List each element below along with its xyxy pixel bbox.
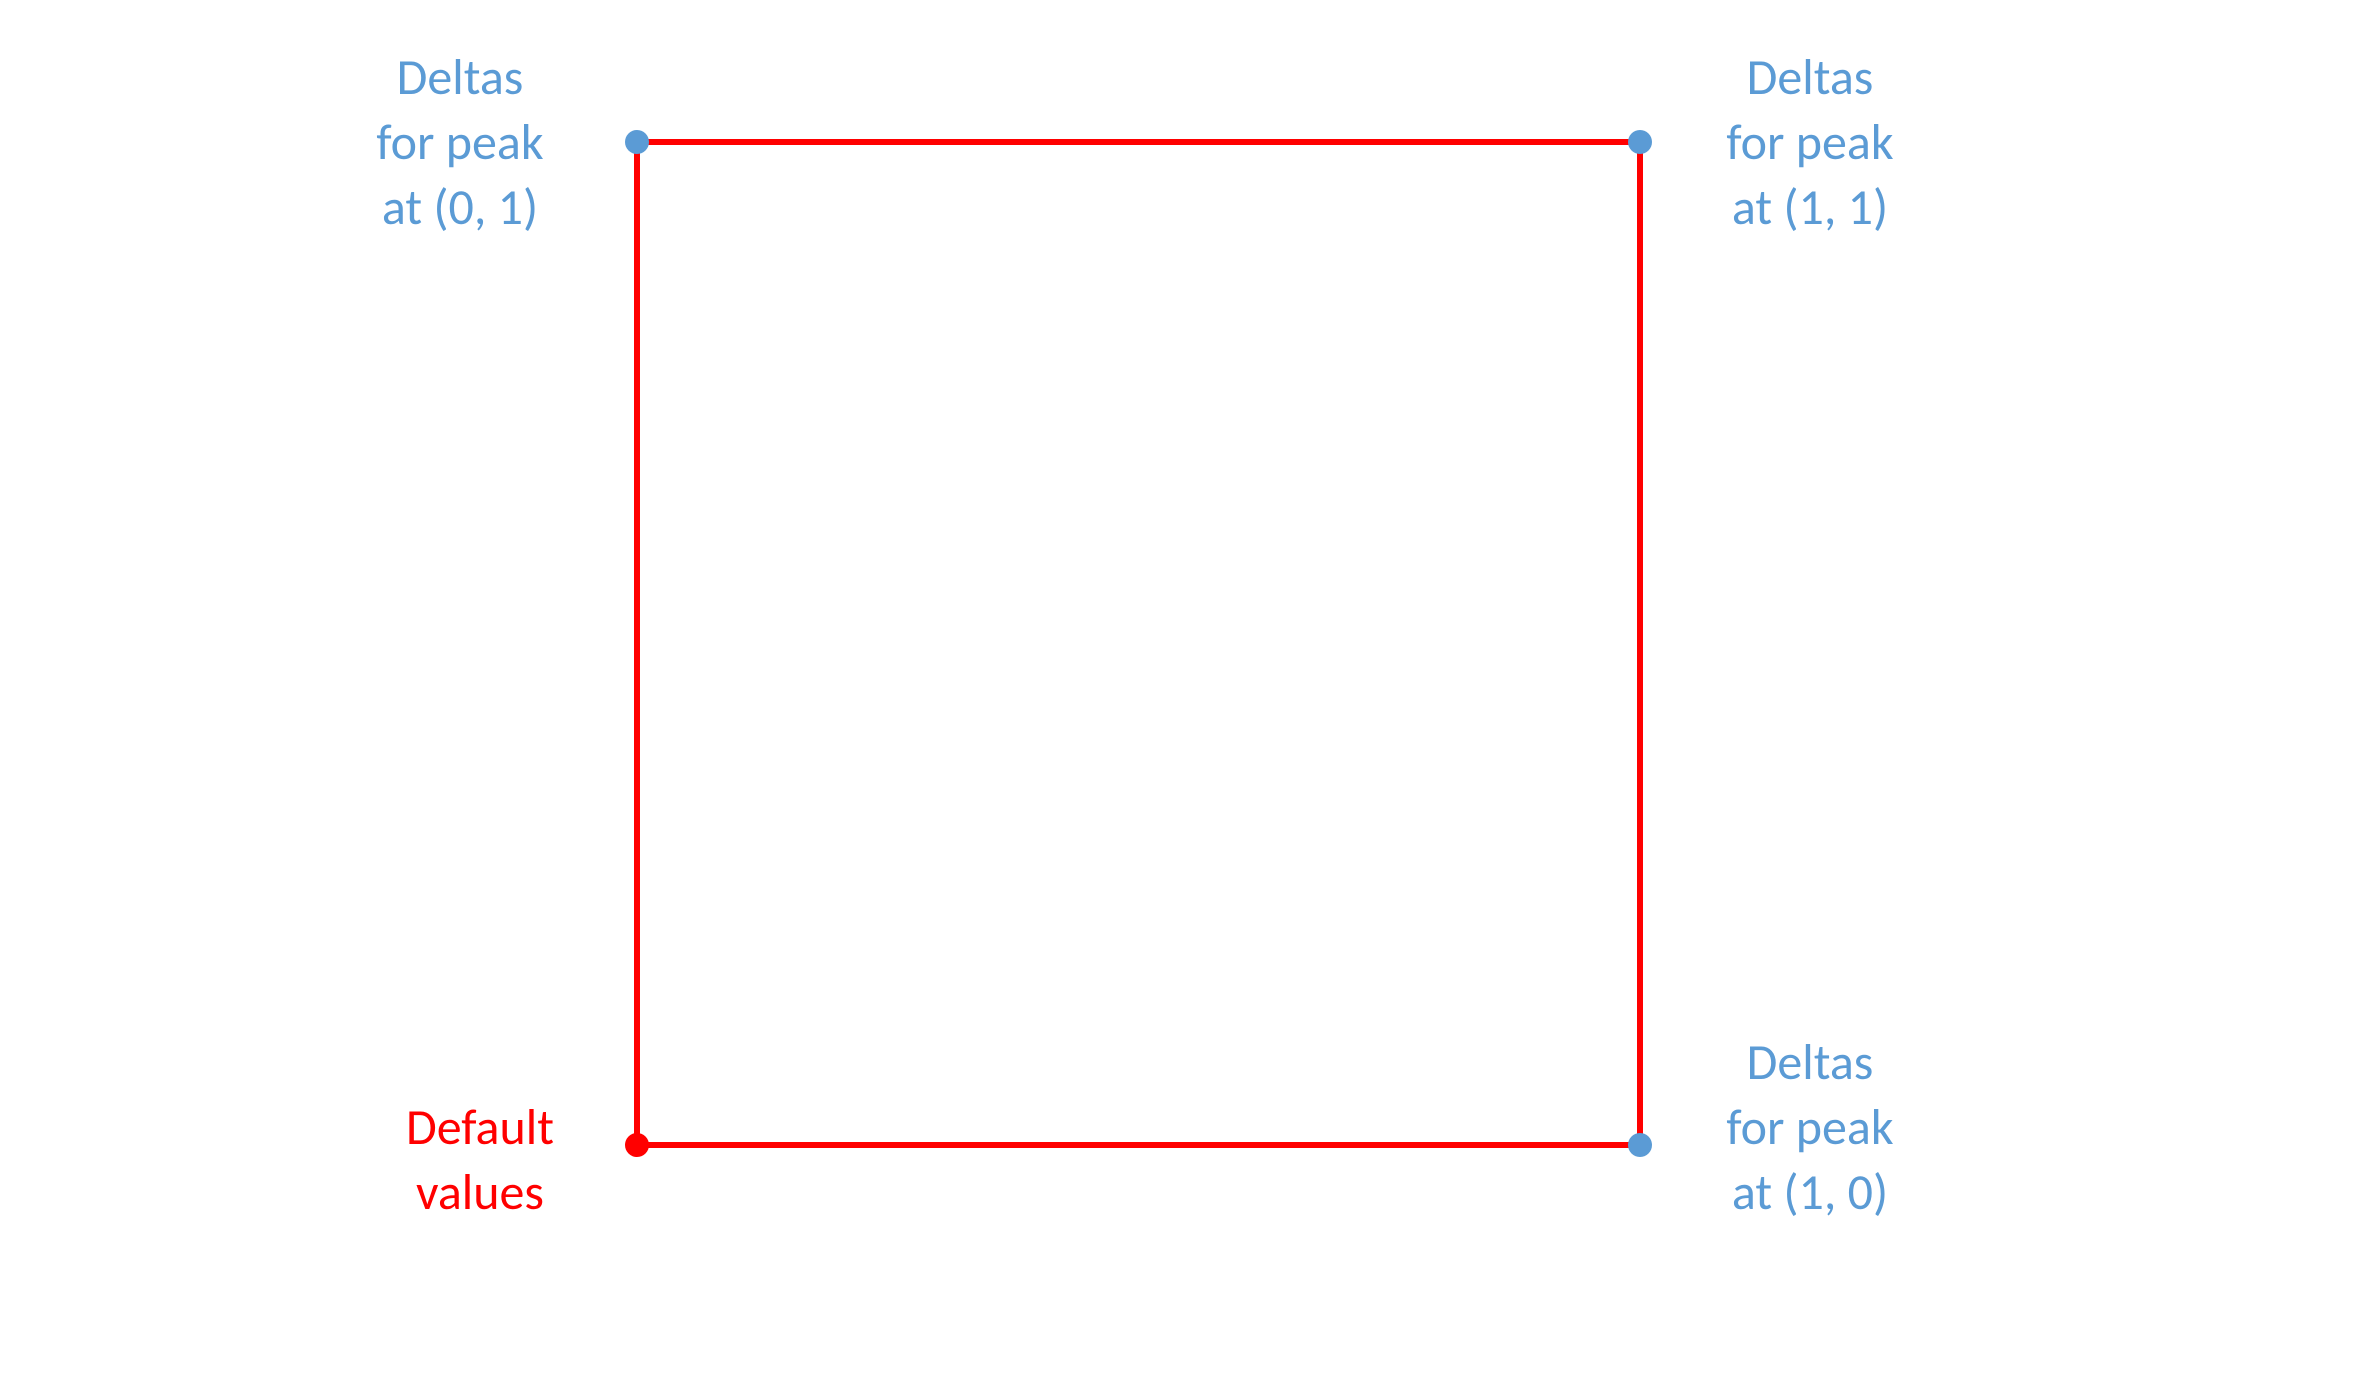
node-top_left — [625, 130, 649, 154]
diagram-container: Default values Deltas for peak at (0, 1) D… — [0, 0, 2375, 1378]
label-bottom_right: Deltas for peak at (1, 0) — [1660, 1030, 1960, 1225]
node-top_right — [1628, 130, 1652, 154]
node-bottom_right — [1628, 1133, 1652, 1157]
label-top_right: Deltas for peak at (1, 1) — [1660, 45, 1960, 240]
label-top_left: Deltas for peak at (0, 1) — [310, 45, 610, 240]
square-outline — [637, 142, 1640, 1145]
label-bottom_left: Default values — [330, 1095, 630, 1225]
